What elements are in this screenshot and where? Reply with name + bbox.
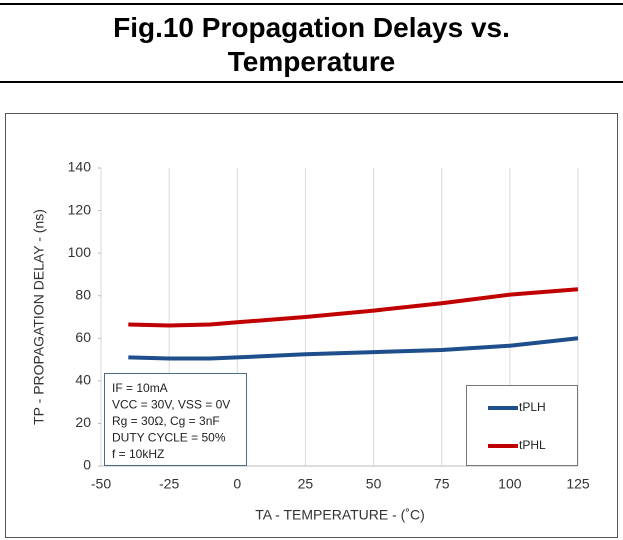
series-line (128, 336, 579, 361)
y-tick-label: 120 (68, 201, 92, 217)
y-tick-label: 80 (75, 286, 91, 302)
condition-text: DUTY CYCLE = 50% (112, 431, 226, 445)
x-tick-label: 125 (566, 476, 590, 492)
x-tick-label: 100 (498, 476, 522, 492)
condition-text: VCC = 30V, VSS = 0V (112, 398, 230, 412)
x-tick-label: -50 (91, 476, 111, 492)
y-tick-label: 140 (68, 159, 92, 175)
x-tick-label: 50 (366, 476, 382, 492)
x-tick-label: 25 (298, 476, 314, 492)
y-tick-label: 0 (83, 457, 91, 473)
x-tick-label: 0 (233, 476, 241, 492)
y-tick-label: 20 (75, 414, 91, 430)
condition-text: f = 10kHZ (112, 447, 164, 461)
y-axis-label: TP - PROPAGATION DELAY - (ns) (31, 209, 47, 425)
y-tick-label: 100 (68, 244, 92, 260)
conditions-box (104, 373, 247, 466)
x-tick-label: 75 (434, 476, 450, 492)
condition-text: Rg = 30Ω, Cg = 3nF (112, 414, 220, 428)
legend-label: tPHL (519, 438, 546, 452)
header: Fig.10 Propagation Delays vs. Temperatur… (0, 3, 623, 83)
y-tick-label: 40 (75, 372, 91, 388)
legend-box (466, 385, 578, 466)
legend-label: tPLH (519, 400, 546, 414)
x-tick-label: -25 (159, 476, 179, 492)
chart-title: Fig.10 Propagation Delays vs. Temperatur… (113, 12, 510, 77)
y-tick-label: 60 (75, 329, 91, 345)
series-line (128, 287, 579, 328)
chart-frame (5, 113, 618, 538)
condition-text: IF = 10mA (112, 381, 168, 395)
x-axis-label: TA - TEMPERATURE - (˚C) (255, 507, 425, 523)
